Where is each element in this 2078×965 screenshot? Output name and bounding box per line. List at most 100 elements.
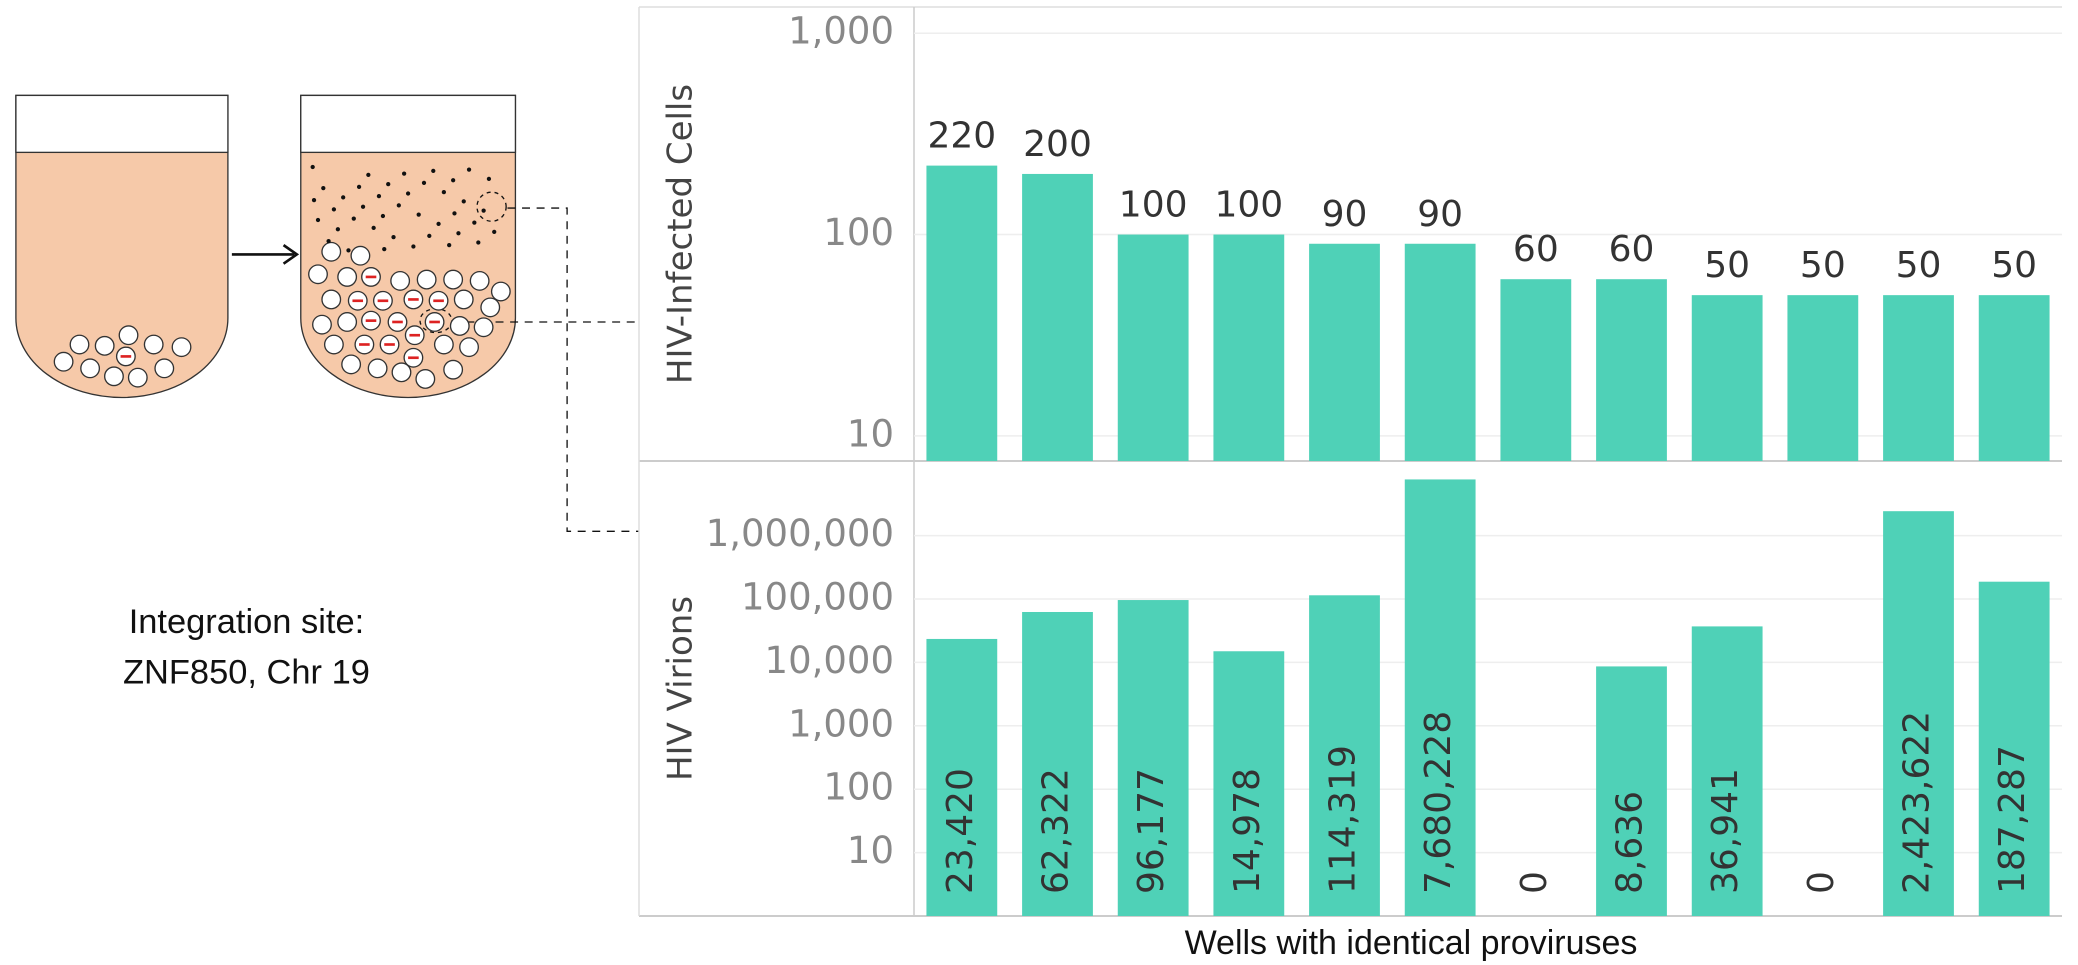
virion [462,199,466,203]
value-label: 114,319 [1323,745,1364,894]
cell [81,359,100,378]
value-label: 96,177 [1131,768,1172,894]
value-label: 100 [1119,185,1188,226]
virion [436,222,440,226]
virion [397,203,401,207]
cell [460,338,479,357]
y-tick-label: 1,000,000 [706,512,894,555]
cell [444,360,463,379]
y-axis-title: HIV Virions [661,596,701,781]
cell [391,272,410,291]
cell [105,367,124,386]
value-label: 50 [1704,245,1750,286]
x-axis-title: Wells with identical proviruses [1185,924,1638,962]
value-label: 8,636 [1610,791,1651,894]
connector [507,208,638,531]
virion [366,173,370,177]
value-label: 60 [1513,229,1559,270]
well-diagram: Integration site: ZNF850, Chr 19 [16,95,639,691]
value-label: 7,680,228 [1418,711,1459,894]
virion [482,209,486,213]
virion [316,218,320,222]
virion [361,205,365,209]
virion [417,213,421,217]
cell [70,335,89,354]
virion [492,230,496,234]
cell [444,270,463,289]
y-tick-label: 1,000 [788,702,894,745]
y-axis-title: HIV-Infected Cells [661,84,701,384]
value-label: 50 [1991,245,2037,286]
bar [1022,174,1093,461]
virion [427,234,431,238]
cell [54,352,73,371]
virion [346,248,350,252]
virion [451,178,455,182]
virion [386,182,390,186]
virion [452,211,456,215]
virion [311,165,315,169]
value-label: 50 [1800,245,1846,286]
y-tick-label: 1,000 [788,10,894,53]
cell [368,359,387,378]
virion [487,177,491,181]
virion [447,243,451,247]
virion [312,198,316,202]
cell [435,335,454,354]
virion [357,185,361,189]
value-label: 36,941 [1705,768,1746,894]
virion [372,226,376,230]
cell [95,337,114,356]
cell [481,298,500,317]
bar [1213,235,1284,461]
bar [1309,244,1380,461]
cell [417,270,436,289]
bar [1405,244,1476,461]
well-top [16,95,228,152]
virion [332,207,336,211]
cell [172,338,191,357]
cell [338,313,357,332]
cell [325,335,344,354]
virion [467,167,471,171]
virion [422,181,426,185]
virion [321,186,325,190]
value-label: 0 [1801,871,1842,894]
cell [129,368,148,387]
cell [416,370,435,389]
figure: Integration site: ZNF850, Chr 19 10 100 1,… [0,0,2078,965]
bar [1118,235,1189,461]
virion [377,194,381,198]
virion [456,231,460,235]
virion [472,220,476,224]
virion [391,235,395,239]
value-label: 14,978 [1227,768,1268,894]
y-tick-label: 10 [847,829,894,872]
y-tick-label: 100 [823,211,894,254]
cell [342,355,361,374]
diagram-label: Integration site: [129,603,364,641]
value-label: 23,420 [940,768,981,894]
virion [476,240,480,244]
virion [336,227,340,231]
cell [474,318,493,337]
cell [451,317,470,336]
virion [402,171,406,175]
virion [326,239,330,243]
cell [309,265,328,284]
virion [341,195,345,199]
diagram-label: ZNF850, Chr 19 [123,654,370,692]
value-label: 2,423,622 [1897,711,1938,894]
value-label: 90 [1322,194,1368,235]
bar [1883,295,1954,461]
virion [411,244,415,248]
cell [119,326,138,345]
cell [470,272,489,291]
cell [144,335,163,354]
bar [1787,295,1858,461]
cell [322,290,341,309]
value-label: 50 [1896,245,1942,286]
cell [338,268,357,287]
cell [351,246,370,265]
virion [381,214,385,218]
